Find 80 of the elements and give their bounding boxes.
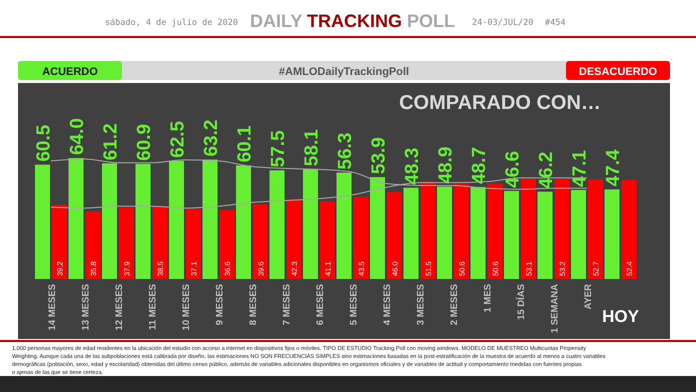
- data-label: 64.0: [67, 118, 88, 156]
- data-label: 48.9: [436, 146, 456, 184]
- bar: [387, 192, 402, 279]
- bar: [521, 178, 536, 279]
- data-label: 63.2: [201, 120, 222, 157]
- bar: [370, 177, 385, 279]
- chart-subtitle: COMPARADO CON…: [399, 92, 601, 114]
- bar: [320, 201, 335, 279]
- bar: [236, 165, 251, 279]
- bar: [336, 172, 352, 279]
- data-label: 60.5: [34, 124, 54, 162]
- bar: [420, 182, 436, 279]
- x-tick-label: 12 MESES: [114, 284, 125, 330]
- bar: [488, 183, 502, 279]
- bar: [554, 178, 570, 279]
- bar: [202, 160, 218, 279]
- text: #454: [545, 18, 566, 28]
- text: ACUERDO: [42, 66, 98, 78]
- bar: [354, 196, 368, 279]
- data-label: 56.3: [335, 132, 356, 170]
- bar: [169, 160, 184, 279]
- bar: [220, 210, 234, 279]
- data-label: 58.1: [302, 128, 322, 166]
- x-tick-label: 2 MESES: [449, 284, 460, 326]
- bar: [86, 211, 100, 279]
- x-tick-label: 13 MESES: [80, 284, 92, 330]
- text: DESACUERDO: [578, 66, 658, 78]
- bar: [470, 186, 486, 279]
- x-tick-label: 3 MESES: [416, 284, 426, 326]
- x-tick-label: 15 DÍAS: [515, 284, 527, 320]
- data-label: 53.9: [368, 137, 390, 174]
- bar: [35, 164, 50, 279]
- x-tick-label: 1 MES: [482, 284, 494, 313]
- bar: [52, 204, 67, 279]
- x-tick-label: 1 SEMANA: [550, 284, 560, 334]
- bar: [604, 189, 620, 279]
- bar: [588, 179, 603, 279]
- x-tick-label: 8 MESES: [248, 284, 259, 326]
- bar: [119, 207, 134, 279]
- x-tick-label: 5 MESES: [348, 284, 360, 326]
- bar: [270, 170, 284, 279]
- x-tick-label: HOY: [602, 307, 640, 326]
- x-tick-label: 4 MESES: [382, 284, 393, 326]
- x-tick-label: 11 MESES: [148, 284, 158, 330]
- x-tick-label: 6 MESES: [315, 284, 326, 326]
- legend-title: #AMLODailyTrackingPoll: [278, 66, 410, 78]
- bar: [454, 183, 469, 279]
- data-label: 48.3: [402, 148, 423, 185]
- bar: [622, 180, 636, 279]
- x-tick-label: 10 MESES: [181, 284, 192, 330]
- bar: [504, 190, 519, 279]
- bar: [571, 190, 586, 279]
- data-label: 61.2: [100, 123, 122, 160]
- bar: [253, 204, 268, 279]
- data-label: 46.6: [502, 150, 524, 188]
- x-tick-label: 9 MESES: [214, 284, 226, 326]
- data-label: 47.1: [570, 150, 590, 187]
- data-label: 46.2: [536, 152, 557, 189]
- bar: [404, 188, 418, 279]
- data-label: 60.1: [234, 125, 256, 162]
- bar: [538, 192, 552, 279]
- data-label: 47.4: [603, 149, 624, 186]
- bar: [303, 169, 318, 279]
- data-label: 60.9: [134, 124, 155, 161]
- data-label: 57.5: [268, 130, 289, 168]
- bar: [286, 199, 302, 279]
- chart-title: DAILY TRACKING POLL: [250, 11, 456, 31]
- bar: [136, 164, 150, 279]
- bar: [68, 158, 84, 279]
- text: sábado, 4 de julio de 2020: [104, 18, 238, 28]
- data-label: 62.5: [168, 120, 188, 158]
- x-tick-label: AYER: [583, 284, 594, 310]
- bar: [102, 163, 117, 279]
- bar: [152, 206, 168, 279]
- data-label: 48.7: [469, 146, 490, 184]
- text: 24-03/JUL/20: [472, 18, 534, 28]
- x-tick-label: 14 MESES: [47, 284, 58, 330]
- x-tick-label: 7 MESES: [282, 284, 292, 326]
- bar: [437, 186, 452, 279]
- bar: [186, 208, 201, 279]
